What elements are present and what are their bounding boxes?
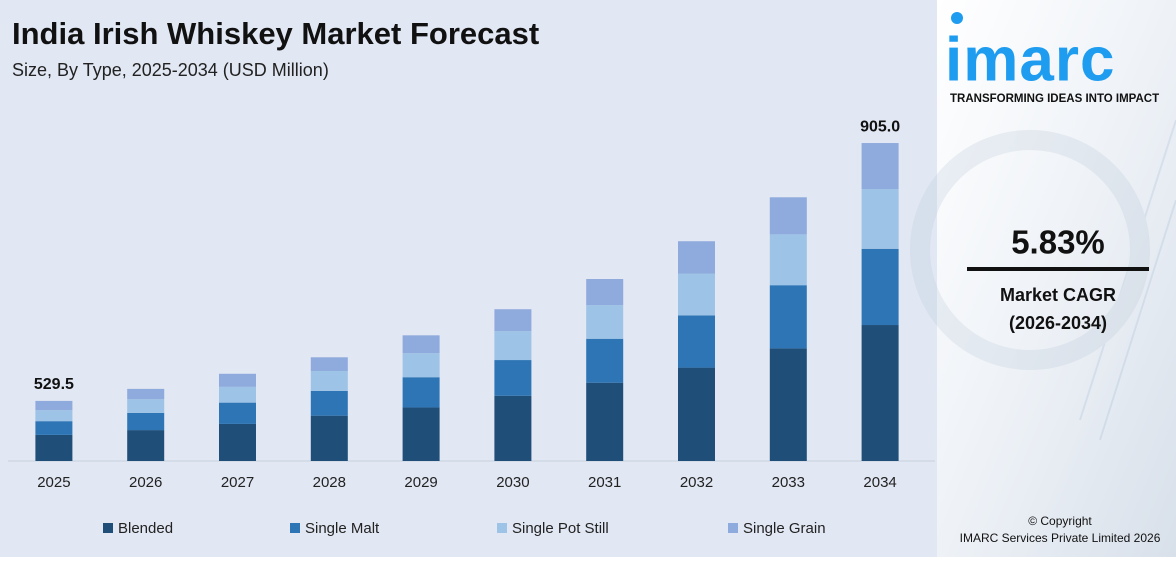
bar-segment — [494, 360, 532, 396]
bar-segment — [861, 189, 899, 249]
bar-segment — [769, 234, 807, 286]
bar-segment — [678, 315, 715, 368]
total-label: 529.5 — [34, 376, 74, 393]
company: IMARC Services Private Limited 2026 — [960, 531, 1161, 545]
bar-segment — [861, 143, 899, 190]
bar-segment — [586, 338, 624, 383]
x-tick-label: 2034 — [863, 474, 896, 491]
x-tick-label: 2026 — [129, 474, 162, 491]
x-tick-label: 2028 — [313, 474, 346, 491]
side-panel-background — [937, 0, 1176, 557]
chart-title: India Irish Whiskey Market Forecast — [12, 16, 539, 51]
bar-segment — [35, 410, 73, 422]
legend-label: Blended — [118, 520, 173, 537]
chart-subtitle: Size, By Type, 2025-2034 (USD Million) — [12, 60, 329, 80]
bar-segment — [127, 412, 165, 431]
bar-segment — [861, 325, 899, 461]
bar-segment — [219, 402, 256, 424]
x-tick-label: 2027 — [221, 474, 254, 491]
bar-segment — [586, 279, 624, 306]
bar-segment — [310, 357, 348, 372]
x-tick-label: 2031 — [588, 474, 621, 491]
cagr-period: (2026-2034) — [1009, 313, 1107, 333]
bar-segment — [127, 399, 165, 413]
bar-segment — [310, 415, 348, 461]
bar-segment — [586, 382, 624, 461]
logo: imarc — [945, 25, 1115, 94]
logo-dot — [951, 12, 963, 24]
bar-segment — [494, 331, 532, 361]
legend-swatch — [728, 523, 738, 533]
bar-segment — [35, 421, 73, 435]
legend-label: Single Grain — [743, 520, 826, 537]
bar-segment — [678, 241, 715, 274]
bar-segment — [127, 430, 165, 461]
tagline: TRANSFORMING IDEAS INTO IMPACT — [950, 93, 1159, 105]
bar-segment — [219, 423, 256, 461]
x-tick-label: 2025 — [37, 474, 70, 491]
legend-label: Single Pot Still — [512, 520, 609, 537]
bar-segment — [769, 348, 807, 461]
bar-segment — [769, 197, 807, 235]
bar-segment — [402, 353, 440, 378]
bar-segment — [35, 400, 73, 411]
legend-swatch — [290, 523, 300, 533]
bar-segment — [402, 377, 440, 408]
legend-label: Single Malt — [305, 520, 380, 537]
x-tick-label: 2032 — [680, 474, 713, 491]
x-tick-label: 2030 — [496, 474, 529, 491]
bar-segment — [127, 388, 165, 400]
bar-segment — [494, 395, 532, 461]
x-tick-label: 2029 — [404, 474, 437, 491]
x-tick-label: 2033 — [772, 474, 805, 491]
bar-segment — [678, 273, 715, 316]
copyright: © Copyright — [1028, 514, 1092, 528]
bar-segment — [586, 305, 624, 339]
legend-swatch — [103, 523, 113, 533]
bar-segment — [35, 434, 73, 461]
bar-segment — [494, 309, 532, 332]
cagr-label: Market CAGR — [1000, 285, 1116, 305]
bar-segment — [402, 407, 440, 461]
bar-segment — [678, 367, 715, 461]
cagr-value: 5.83% — [1011, 224, 1105, 261]
cagr-divider — [967, 267, 1149, 271]
bar-segment — [861, 248, 899, 326]
bar-segment — [310, 371, 348, 391]
legend-swatch — [497, 523, 507, 533]
bar-segment — [769, 285, 807, 349]
bar-segment — [402, 335, 440, 354]
bar-segment — [310, 390, 348, 416]
bar-segment — [219, 386, 256, 403]
total-label: 905.0 — [860, 118, 900, 135]
bar-segment — [219, 373, 256, 387]
